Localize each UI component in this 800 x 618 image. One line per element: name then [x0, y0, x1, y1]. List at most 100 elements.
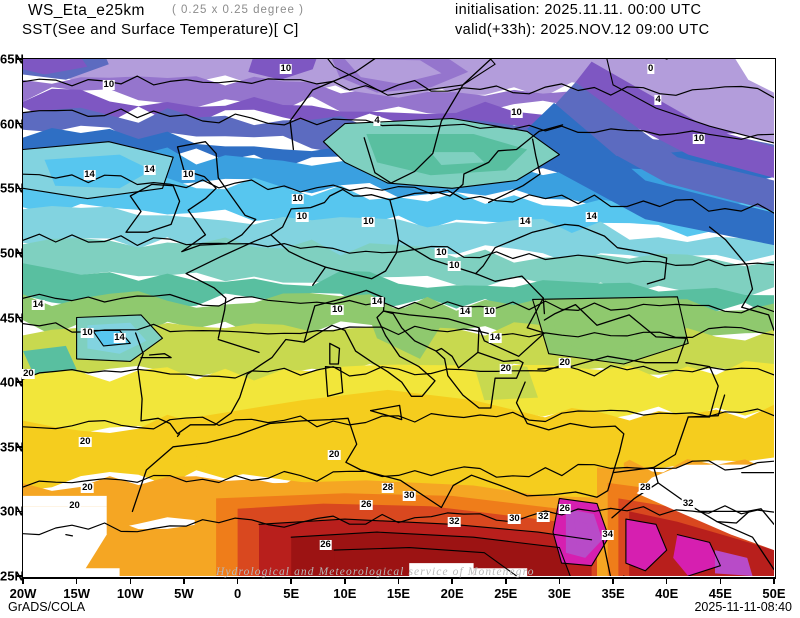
y-tick-mark	[16, 252, 22, 254]
x-tick-mark	[344, 578, 346, 584]
contour-value-label: 20	[499, 363, 513, 375]
contour-value-label: 10	[279, 63, 293, 75]
contour-value-label: 20	[81, 482, 94, 494]
contour-value-label: 20	[78, 435, 92, 447]
x-axis-tick-label: 0	[233, 586, 242, 601]
sst-contour-map	[22, 58, 776, 578]
contour-value-label: 10	[331, 303, 344, 315]
x-tick-mark	[505, 578, 507, 584]
contour-value-label: 26	[558, 502, 572, 514]
contour-value-label: 14	[518, 215, 532, 227]
grads-credit-label: GrADS/COLA	[8, 600, 86, 614]
x-axis-tick-label: 45E	[708, 586, 732, 601]
valid-time-label: valid(+33h): 2025.NOV.12 09:00 UTC	[455, 22, 710, 38]
x-tick-mark	[397, 578, 400, 584]
x-axis-tick-label: 25E	[494, 586, 518, 601]
contour-value-label: 4	[373, 115, 381, 127]
y-axis-tick-label: 35N	[0, 439, 24, 455]
y-tick-mark	[16, 575, 22, 577]
contour-value-label: 10	[181, 169, 195, 181]
y-axis-tick-label: 50N	[0, 245, 24, 261]
x-tick-mark	[558, 578, 561, 584]
x-axis-tick-label: 10W	[116, 586, 144, 601]
x-tick-mark	[236, 578, 239, 584]
contour-value-label: 14	[31, 298, 45, 310]
initialisation-time-label: initialisation: 2025.11.11. 00:00 UTC	[455, 2, 702, 18]
contour-value-label: 34	[601, 528, 614, 540]
contour-value-label: 14	[370, 295, 384, 307]
x-axis-tick-label: 5W	[174, 586, 194, 601]
contour-value-label: 30	[508, 513, 521, 525]
y-axis-tick-label: 45N	[0, 310, 24, 325]
contour-value-label: 14	[458, 306, 472, 318]
contour-value-label: 10	[447, 259, 461, 271]
x-tick-mark	[183, 578, 185, 584]
contour-value-label: 20	[22, 368, 35, 380]
x-tick-mark	[451, 578, 453, 584]
contour-value-label: 10	[692, 133, 706, 145]
model-name-label: WS_Eta_e25km	[28, 2, 145, 19]
y-tick-mark	[16, 316, 22, 319]
y-tick-mark	[16, 510, 22, 513]
x-axis-line	[22, 577, 776, 579]
x-tick-mark	[612, 578, 614, 584]
x-axis-tick-label: 10E	[333, 586, 357, 601]
y-axis-tick-label: 55N	[0, 180, 24, 196]
contour-value-label: 10	[295, 210, 309, 222]
contour-value-label: 14	[113, 332, 126, 344]
x-tick-mark	[22, 578, 24, 584]
x-tick-mark	[290, 578, 292, 584]
x-tick-mark	[129, 578, 132, 584]
model-resolution-label: ( 0.25 x 0.25 degree )	[172, 4, 304, 16]
page-title: SST(See and Surface Temperature)[ C]	[22, 21, 299, 38]
contour-value-label: 28	[381, 482, 395, 494]
x-axis-tick-label: 5E	[283, 586, 300, 601]
contour-value-label: 28	[638, 482, 652, 494]
contour-value-label: 20	[558, 356, 572, 368]
y-tick-mark	[16, 381, 22, 383]
y-tick-mark	[16, 187, 22, 189]
x-tick-mark	[75, 578, 78, 584]
y-axis-tick-label: 40N	[0, 374, 24, 390]
contour-value-label: 10	[102, 78, 116, 90]
contour-value-label: 26	[319, 538, 332, 550]
x-tick-mark	[773, 578, 775, 584]
y-axis-tick-label: 65N	[0, 51, 24, 67]
contour-value-label: 10	[362, 215, 375, 227]
y-axis-tick-label: 60N	[0, 116, 24, 132]
contour-value-label: 30	[402, 489, 416, 501]
x-axis-tick-label: 15W	[63, 586, 91, 601]
contour-value-label: 20	[68, 500, 81, 512]
contour-value-label: 14	[83, 169, 96, 181]
contour-value-label: 10	[291, 192, 304, 204]
contour-value-label: 10	[435, 246, 448, 258]
contour-value-label: 32	[447, 515, 461, 527]
contour-value-label: 26	[360, 498, 373, 510]
x-tick-mark	[719, 578, 722, 584]
contour-value-label: 0	[646, 63, 655, 75]
y-tick-mark	[16, 58, 22, 60]
contour-value-label: 14	[488, 332, 502, 344]
contour-value-label: 14	[143, 164, 156, 176]
y-tick-mark	[16, 446, 22, 448]
x-axis-tick-label: 35E	[601, 586, 625, 601]
x-tick-mark	[665, 578, 668, 584]
y-axis-tick-label: 30N	[0, 503, 24, 519]
y-axis-tick-label: 25N	[0, 568, 24, 584]
x-axis-tick-label: 15E	[386, 586, 411, 601]
generation-timestamp-label: 2025-11-11-08:40	[694, 600, 792, 614]
contour-value-label: 32	[537, 510, 550, 522]
x-axis-tick-label: 20E	[440, 586, 464, 601]
contour-value-label: 4	[654, 94, 662, 106]
x-axis-tick-label: 40E	[655, 586, 679, 601]
x-axis-tick-label: 30E	[547, 586, 571, 601]
contour-value-label: 20	[327, 448, 341, 460]
sst-field-svg	[23, 59, 774, 576]
x-axis-tick-label: 20W	[9, 586, 37, 601]
contour-value-label: 10	[81, 327, 94, 338]
contour-value-label: 10	[510, 107, 523, 119]
contour-value-label: 32	[681, 497, 695, 509]
y-tick-mark	[16, 122, 22, 125]
contour-value-label: 10	[483, 306, 496, 318]
